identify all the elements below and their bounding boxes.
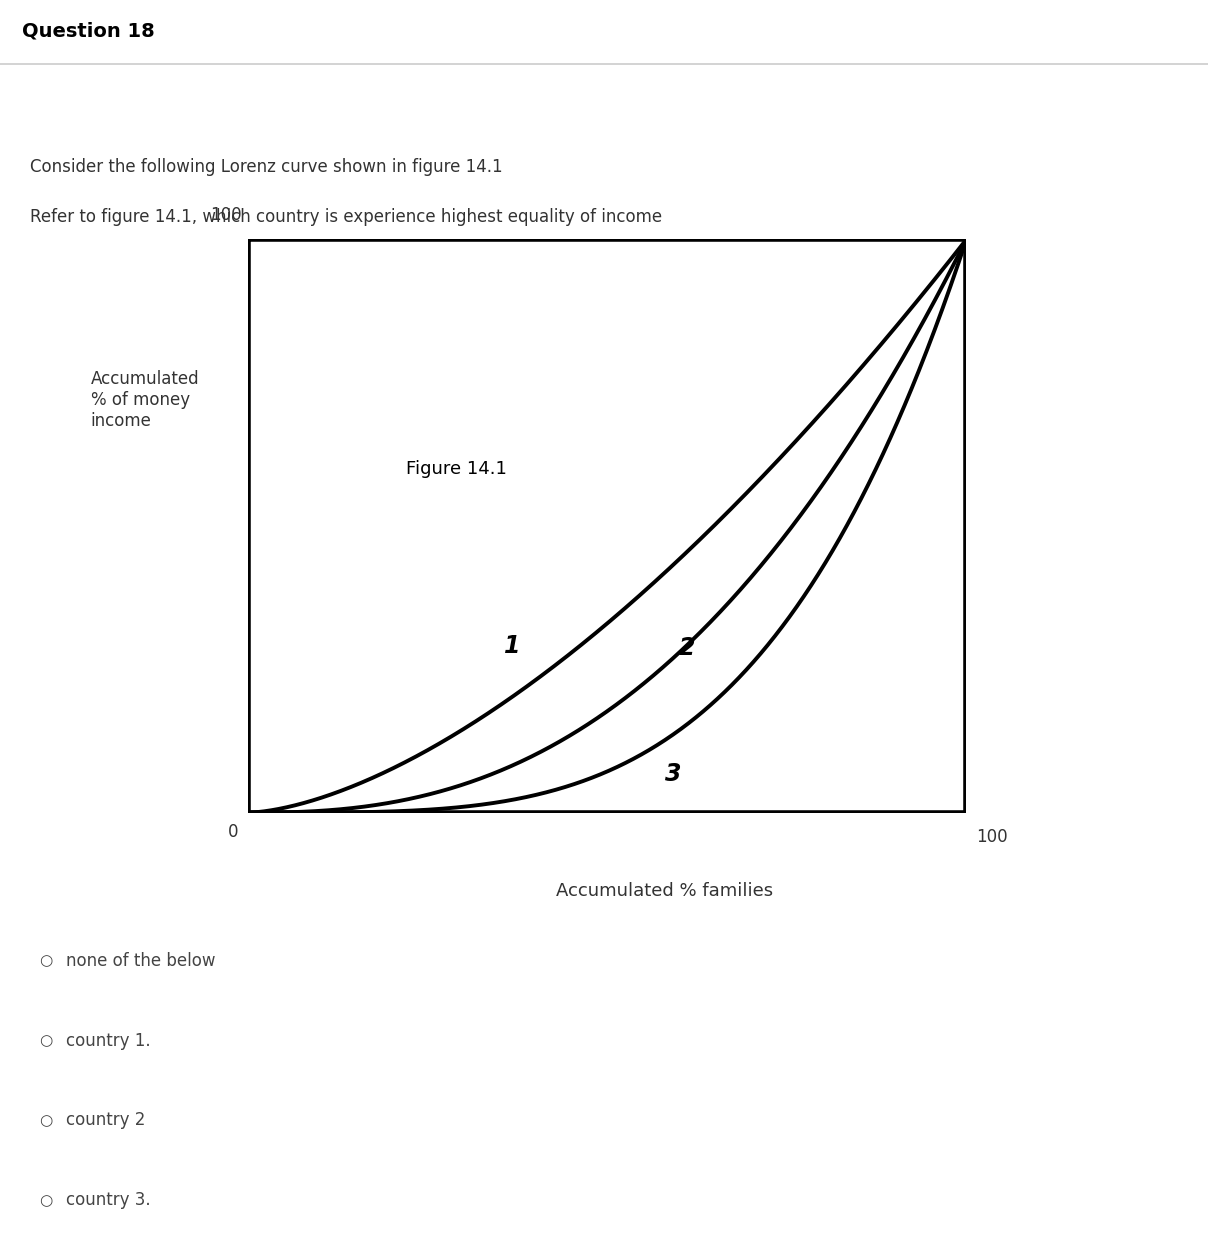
Text: country 2: country 2 bbox=[66, 1111, 146, 1129]
Text: country 1.: country 1. bbox=[66, 1032, 151, 1050]
Text: Figure 14.1: Figure 14.1 bbox=[406, 460, 506, 478]
Text: Refer to figure 14.1, which country is experience highest equality of income: Refer to figure 14.1, which country is e… bbox=[30, 208, 662, 226]
Text: Consider the following Lorenz curve shown in figure 14.1: Consider the following Lorenz curve show… bbox=[30, 158, 503, 175]
Text: ○: ○ bbox=[40, 954, 52, 968]
Text: 1: 1 bbox=[504, 634, 521, 658]
Text: none of the below: none of the below bbox=[66, 951, 216, 970]
Text: Question 18: Question 18 bbox=[22, 21, 155, 40]
Text: ○: ○ bbox=[40, 1193, 52, 1207]
Text: Accumulated
% of money
income: Accumulated % of money income bbox=[91, 370, 199, 430]
Text: Accumulated % families: Accumulated % families bbox=[556, 882, 773, 900]
Text: 3: 3 bbox=[664, 762, 681, 786]
Text: ○: ○ bbox=[40, 1033, 52, 1048]
Text: country 3.: country 3. bbox=[66, 1191, 151, 1210]
Text: ○: ○ bbox=[40, 1113, 52, 1128]
Text: 2: 2 bbox=[679, 636, 696, 660]
Text: 0: 0 bbox=[227, 823, 238, 840]
Text: 100: 100 bbox=[210, 207, 242, 224]
Text: 100: 100 bbox=[976, 828, 1007, 845]
